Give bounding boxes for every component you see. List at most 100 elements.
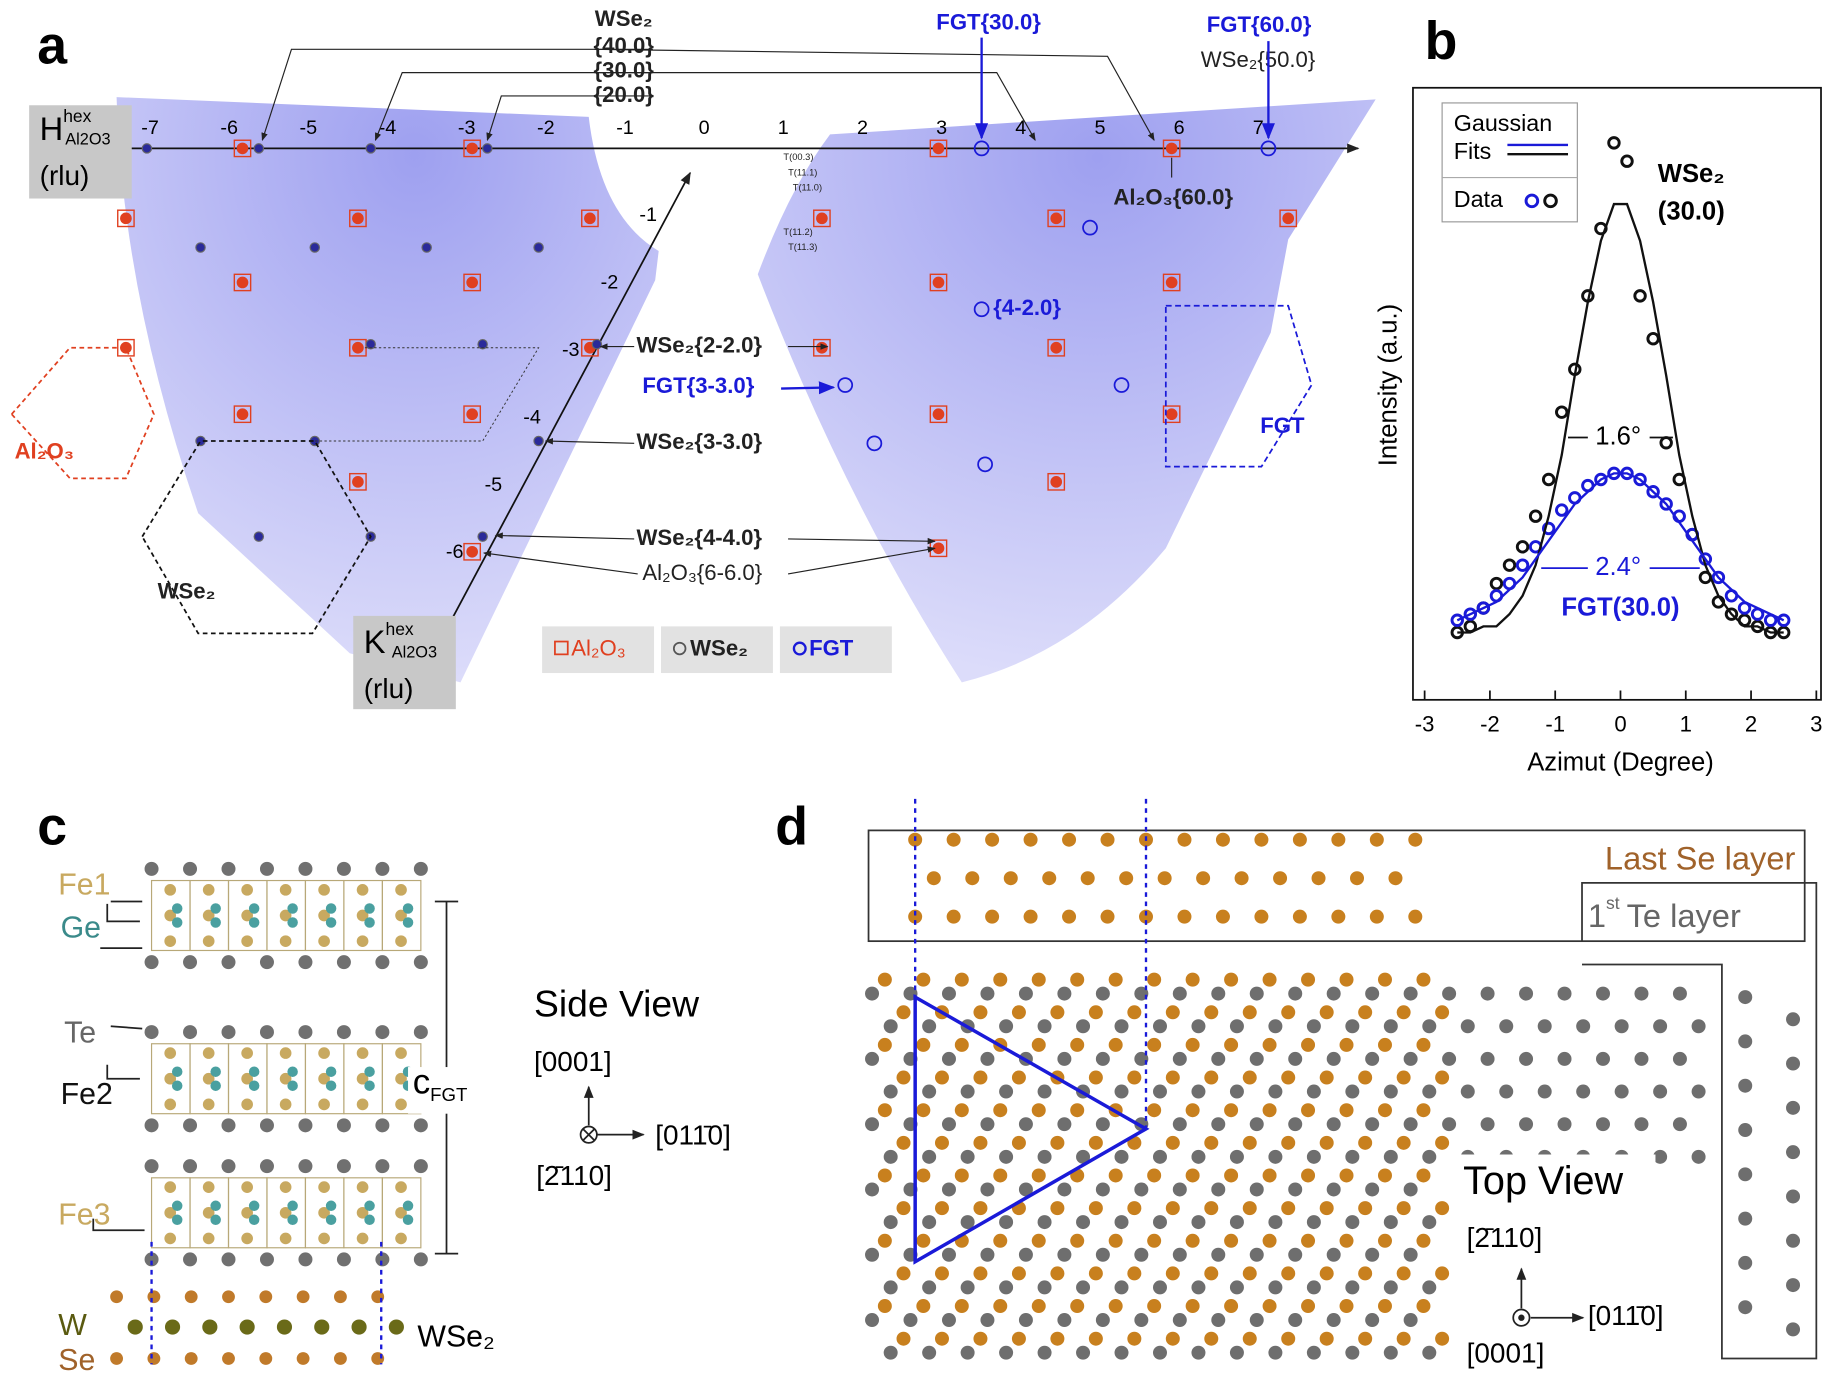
ge-atom	[248, 1066, 260, 1077]
al2o3-marker	[581, 209, 599, 228]
se-atom	[1435, 1070, 1450, 1085]
se-atom	[1301, 972, 1316, 987]
h-tick-label: -6	[220, 117, 238, 139]
se-atom	[1050, 1135, 1065, 1150]
te-atom	[1037, 1215, 1052, 1230]
te-atom	[1095, 1313, 1110, 1328]
te-atom	[1229, 1215, 1244, 1230]
se-atom	[110, 1352, 123, 1365]
se-atom	[934, 1201, 949, 1216]
fe-atom	[356, 909, 369, 922]
view-bg	[1457, 1154, 1656, 1213]
se-atom	[1088, 1331, 1103, 1346]
se-atom	[1165, 1135, 1180, 1150]
te-atom	[1326, 1117, 1341, 1132]
al2o3-marker	[929, 405, 948, 424]
fe-atom	[279, 909, 292, 922]
te-atom	[1499, 1019, 1514, 1034]
se-atom	[1204, 1135, 1219, 1150]
te-atom	[1095, 1182, 1110, 1197]
se-atom	[1281, 1135, 1296, 1150]
se-atom	[954, 972, 969, 987]
se-atom	[1358, 1135, 1373, 1150]
te-atom	[1288, 986, 1303, 1001]
se-atom	[1147, 972, 1162, 987]
te-atom	[1037, 1019, 1052, 1034]
te-atom	[1152, 1345, 1167, 1360]
data-point	[1594, 472, 1608, 487]
te-atom	[1365, 1313, 1380, 1328]
annotation: FGT{3-3.0}	[642, 373, 754, 398]
se-atom	[916, 1103, 931, 1118]
data-point	[1515, 540, 1530, 554]
ge-atom	[210, 903, 221, 914]
se-atom	[1011, 1070, 1026, 1085]
te-atom	[1403, 1117, 1418, 1132]
spot	[236, 142, 249, 155]
h-tick-label: -3	[458, 117, 476, 139]
small-label: T(00.3)	[783, 152, 813, 162]
ge-atom	[248, 1080, 260, 1091]
te-atom	[1383, 1215, 1398, 1230]
legend-marker	[1543, 193, 1558, 209]
te-atom	[999, 1345, 1014, 1360]
se-atom	[1070, 1299, 1085, 1314]
view-label: Side View	[534, 982, 700, 1024]
te-atom	[1653, 1084, 1668, 1099]
fwhm-label: 1.6°	[1595, 422, 1641, 450]
spot	[1165, 276, 1178, 289]
annotation: FGT{30.0}	[936, 9, 1041, 34]
te-atom	[1326, 1051, 1341, 1066]
panel-letter: a	[37, 15, 68, 75]
direction-label: [0001]	[534, 1046, 612, 1077]
fe-atom	[395, 1181, 407, 1193]
se-atom	[1070, 1037, 1085, 1052]
te-atom	[1691, 1084, 1706, 1099]
te-atom	[375, 861, 390, 876]
te-atom	[1442, 1117, 1457, 1132]
se-atom	[973, 1201, 988, 1216]
se-atom	[1339, 972, 1354, 987]
se-atom	[1011, 1331, 1026, 1346]
te-atom	[941, 1247, 956, 1262]
wse2-spot	[141, 143, 153, 154]
te-atom	[1596, 1051, 1610, 1066]
h-tick-label: 0	[699, 117, 710, 139]
te-atom	[980, 1051, 995, 1066]
se-atom	[259, 1290, 273, 1304]
spot	[236, 276, 249, 289]
k-tick-label: -1	[639, 204, 657, 226]
te-atom	[144, 861, 159, 876]
k-axis-label: Khex	[364, 619, 414, 660]
te-atom	[980, 1247, 995, 1262]
fe-atom	[395, 1232, 407, 1245]
te-atom	[1229, 1084, 1244, 1099]
fe-atom	[279, 1206, 292, 1219]
te-atom	[183, 1159, 198, 1174]
se-atom	[1358, 1331, 1373, 1346]
te-atom	[865, 1247, 880, 1262]
te-atom	[883, 1280, 898, 1295]
se-atom	[1292, 909, 1307, 924]
se-atom	[896, 1005, 911, 1020]
annotation: WSe₂	[595, 6, 653, 31]
fe-atom	[241, 1098, 253, 1111]
atom-label: Ge	[61, 911, 101, 944]
se-atom	[1088, 1135, 1103, 1150]
te-atom	[883, 1215, 898, 1230]
te-atom	[221, 955, 236, 970]
se-atom	[908, 909, 923, 924]
wse2-spot	[533, 435, 544, 447]
te-atom	[1057, 1051, 1072, 1066]
te-atom	[1268, 1345, 1283, 1360]
w-atom	[314, 1319, 330, 1335]
diffraction-map-right	[757, 99, 1376, 683]
ge-atom	[287, 1200, 298, 1212]
se-atom	[1204, 1201, 1219, 1216]
se-atom	[1301, 1233, 1316, 1248]
se-atom	[334, 1352, 347, 1365]
te-atom	[1268, 1215, 1283, 1230]
se-atom	[1070, 1233, 1085, 1248]
te-atom	[1480, 1117, 1495, 1132]
wse2-spot	[309, 242, 321, 253]
